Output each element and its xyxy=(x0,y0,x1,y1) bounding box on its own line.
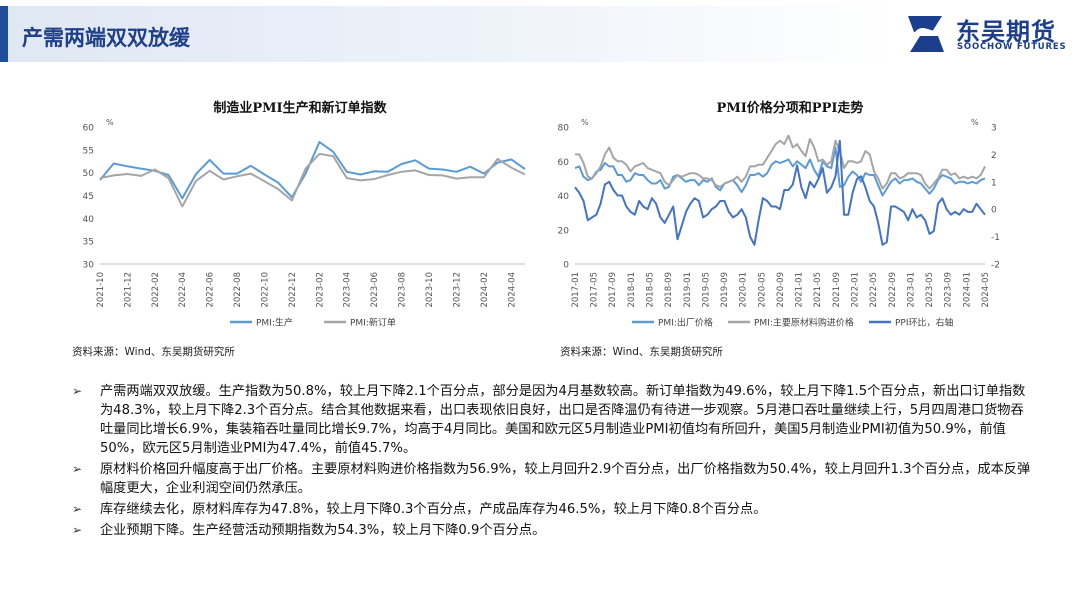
x-tick-label: 2019-05 xyxy=(701,272,711,308)
slide-header: 产需两端双双放缓 xyxy=(0,0,1080,66)
chart2-pmi-price-ppi: 80 60 40 20 0 3 2 1 0 -1 -2% % 2017-01 2017-05 2017-09… xyxy=(558,118,1000,329)
x-tick-label: 2022-06 xyxy=(206,272,216,308)
x-tick-label: 2022-09 xyxy=(888,272,898,308)
page-title: 产需两端双双放缓 xyxy=(22,26,190,50)
y-tick-label: 50 xyxy=(83,169,95,179)
x-tick-label: 2021-09 xyxy=(832,272,842,308)
x-tick-label: 2018-09 xyxy=(664,272,674,308)
x-tick-label: 2019-01 xyxy=(683,272,693,308)
x-tick-label: 2018-01 xyxy=(627,272,637,308)
bullet-item: ➢ 产需两端双双放缓。生产指数为50.8%，较上月下降2.1个百分点，部分是因为… xyxy=(72,382,1032,458)
x-tick-label: 2022-01 xyxy=(851,272,861,308)
x-tick-label: 2021-10 xyxy=(96,272,106,308)
x-tick-label: 2023-06 xyxy=(370,272,380,308)
series-line-input-price xyxy=(575,134,986,190)
series-line-new-orders xyxy=(99,152,526,208)
y-right-tick-label: 2 xyxy=(991,151,997,161)
series-line-output-price xyxy=(574,146,986,197)
y-right-tick-label: -2 xyxy=(991,261,1000,271)
chart1-title: 制造业PMI生产和新订单指数 xyxy=(213,101,387,116)
series-line-production xyxy=(99,141,526,200)
x-tick-label: 2017-01 xyxy=(571,272,581,308)
y-tick-label: 55 xyxy=(83,146,94,156)
bullet-arrow-icon: ➢ xyxy=(72,462,83,476)
x-tick-label: 2021-01 xyxy=(795,272,805,308)
y-left-tick-label: 40 xyxy=(558,192,570,202)
chart2-title: PMI价格分项和PPI走势 xyxy=(716,101,864,116)
logo-mark-icon xyxy=(908,16,944,52)
bullet-item: ➢ 原材料价格回升幅度高于出厂价格。主要原材料购进价格指数为56.9%，较上月回… xyxy=(72,460,1032,498)
bullet-arrow-icon: ➢ xyxy=(72,502,83,516)
y-tick-label: 30 xyxy=(83,261,95,271)
header-bar xyxy=(0,6,900,62)
x-tick-label: 2023-05 xyxy=(925,272,935,308)
bullet-list: ➢ 产需两端双双放缓。生产指数为50.8%，较上月下降2.1个百分点，部分是因为… xyxy=(72,382,1032,542)
x-tick-label: 2023-02 xyxy=(315,272,325,308)
company-logo: 东吴期货 SOOCHOW FUTURES xyxy=(900,12,1075,56)
x-tick-label: 2023-09 xyxy=(944,272,954,308)
x-tick-label: 2024-04 xyxy=(507,272,517,308)
bullet-item: ➢ 库存继续去化，原材料库存为47.8%，较上月下降0.3个百分点，产成品库存为… xyxy=(72,500,1032,519)
y-right-tick-label: 1 xyxy=(991,178,997,188)
bullet-arrow-icon: ➢ xyxy=(72,384,83,398)
chart1-source: 资料来源：Wind、东吴期货研究所 xyxy=(72,346,235,358)
bullet-text: 库存继续去化，原材料库存为47.8%，较上月下降0.3个百分点，产成品库存为46… xyxy=(100,502,767,517)
bullet-text: 产需两端双双放缓。生产指数为50.8%，较上月下降2.1个百分点，部分是因为4月… xyxy=(100,384,1026,456)
bullet-text: 原材料价格回升幅度高于出厂价格。主要原材料购进价格指数为56.9%，较上月回升2… xyxy=(100,462,1031,496)
x-tick-label: 2017-09 xyxy=(608,272,618,308)
y-right-tick-label: -1 xyxy=(991,233,1000,243)
x-tick-label: 2021-12 xyxy=(123,272,133,308)
x-tick-label: 2020-09 xyxy=(776,272,786,308)
y-tick-label: 60 xyxy=(83,124,95,134)
x-tick-label: 2024-01 xyxy=(962,272,972,308)
x-tick-label: 2023-04 xyxy=(343,272,353,308)
y-left-tick-label: 60 xyxy=(558,158,570,168)
legend-label: PPI环比，右轴 xyxy=(895,317,954,329)
bullet-item: ➢ 企业预期下降。生产经营活动预期指数为54.3%，较上月下降0.9个百分点。 xyxy=(72,521,1032,540)
x-tick-label: 2018-05 xyxy=(646,272,656,308)
logo-text-cn: 东吴期货 xyxy=(956,18,1056,46)
legend-label: PMI:新订单 xyxy=(350,317,396,329)
y-tick-label: 40 xyxy=(83,215,95,225)
chart1-pmi-production-orders: 60 55 50 45 40 35 30% 2021-10 2021-12 2022-02 2022… xyxy=(83,118,526,329)
bullet-arrow-icon: ➢ xyxy=(72,523,83,537)
y-right-tick-label: 0 xyxy=(991,206,997,216)
x-tick-label: 2022-10 xyxy=(260,272,270,308)
y-unit-label: % xyxy=(106,118,114,127)
y-tick-label: 35 xyxy=(83,238,94,248)
x-tick-label: 2019-09 xyxy=(720,272,730,308)
legend-label: PMI:出厂价格 xyxy=(658,317,713,329)
x-tick-label: 2023-12 xyxy=(452,272,462,308)
legend-label: PMI:主要原材料购进价格 xyxy=(754,317,854,329)
x-tick-label: 2022-02 xyxy=(151,272,161,308)
y-right-tick-label: 3 xyxy=(991,124,997,134)
x-tick-label: 2022-12 xyxy=(288,272,298,308)
x-tick-label: 2024-02 xyxy=(480,272,490,308)
x-tick-label: 2023-10 xyxy=(425,272,435,308)
y-left-tick-label: 0 xyxy=(563,261,569,271)
x-tick-label: 2020-05 xyxy=(757,272,767,308)
logo-text-en: SOOCHOW FUTURES xyxy=(957,42,1067,52)
x-tick-label: 2017-05 xyxy=(590,272,600,308)
x-tick-label: 2023-01 xyxy=(906,272,916,308)
y-left-unit-label: % xyxy=(581,118,589,127)
chart2-source: 资料来源：Wind、东吴期货研究所 xyxy=(560,346,723,358)
series-line-ppi-mom xyxy=(574,139,986,246)
x-tick-label: 2024-05 xyxy=(981,272,991,308)
x-tick-label: 2022-04 xyxy=(178,272,188,308)
x-tick-label: 2021-05 xyxy=(813,272,823,308)
y-left-tick-label: 80 xyxy=(558,124,570,134)
x-tick-label: 2023-08 xyxy=(398,272,408,308)
y-left-tick-label: 20 xyxy=(558,226,570,236)
y-tick-label: 45 xyxy=(83,192,94,202)
x-tick-label: 2020-01 xyxy=(739,272,749,308)
bullet-text: 企业预期下降。生产经营活动预期指数为54.3%，较上月下降0.9个百分点。 xyxy=(100,523,546,538)
header-accent xyxy=(0,6,8,62)
legend-label: PMI:生产 xyxy=(256,317,293,329)
x-tick-label: 2022-08 xyxy=(233,272,243,308)
y-right-unit-label: % xyxy=(971,118,979,127)
x-tick-label: 2022-05 xyxy=(869,272,879,308)
